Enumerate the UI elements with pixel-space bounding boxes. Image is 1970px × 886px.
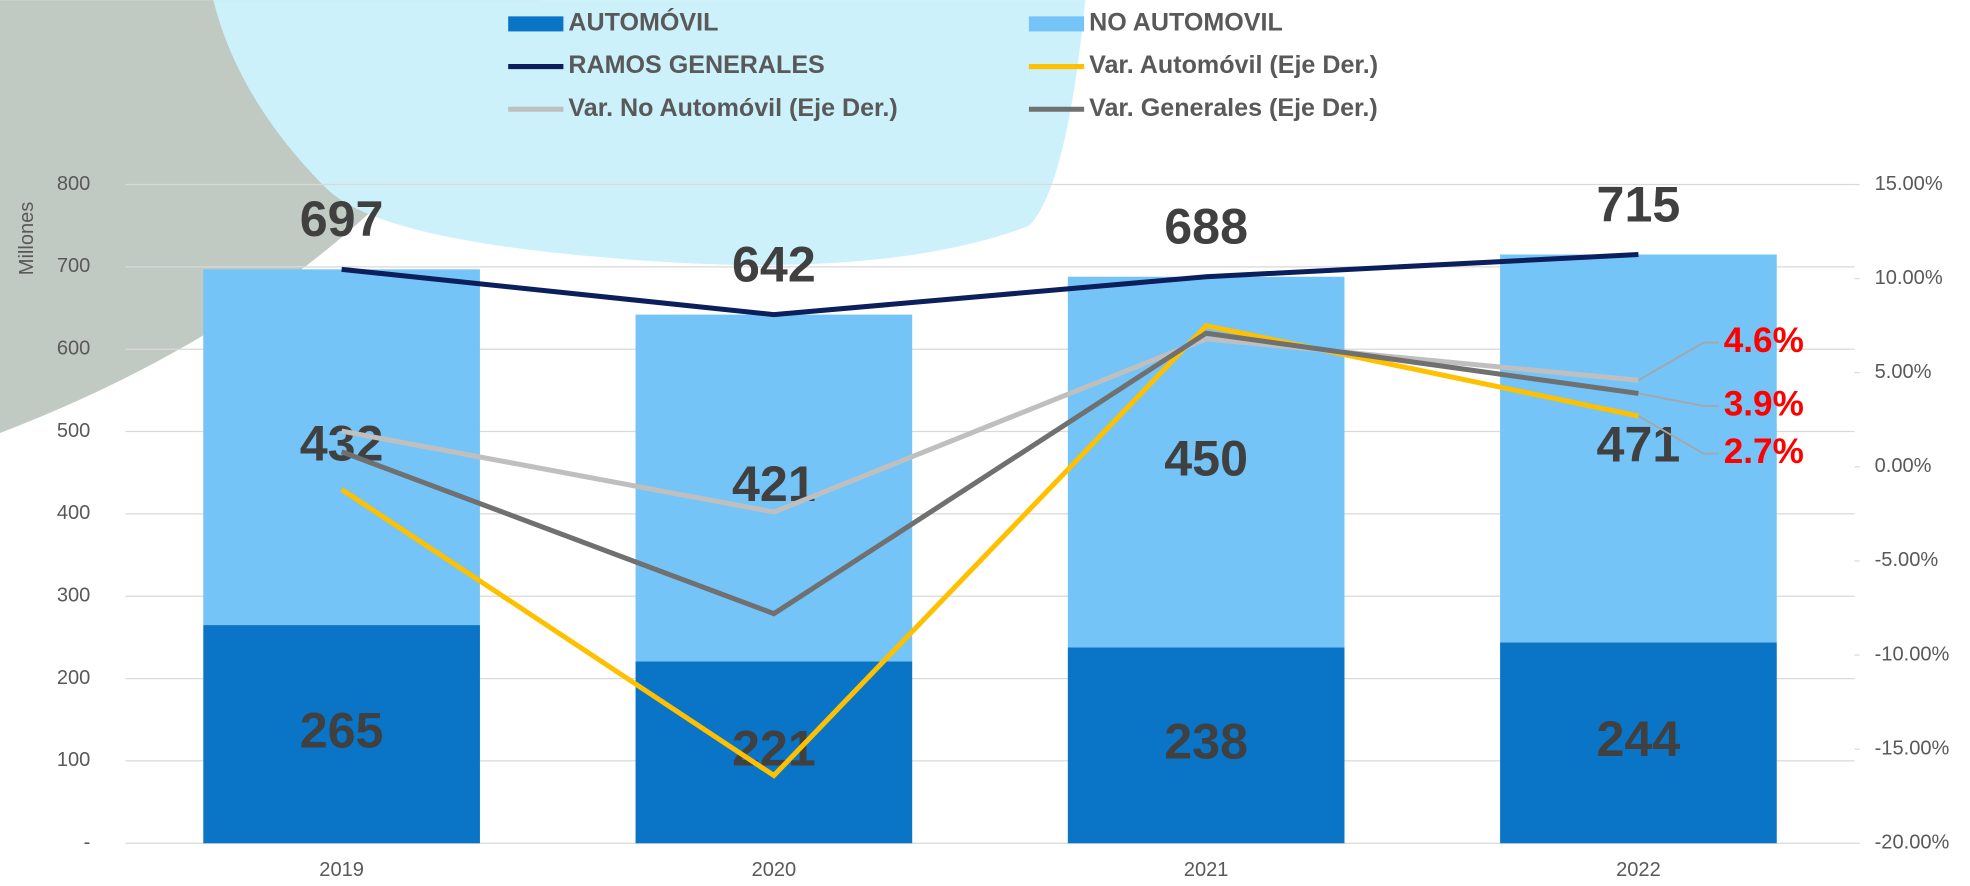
legend-swatch	[508, 16, 563, 31]
y2-tick-label: -15.00%	[1875, 737, 1950, 759]
line	[342, 326, 1639, 776]
bar-value-label: 421	[732, 456, 816, 512]
line-value-label: 642	[732, 236, 816, 292]
legend-swatch	[1029, 16, 1084, 31]
y2-tick-label: 15.00%	[1875, 173, 1943, 195]
legend-label: RAMOS GENERALES	[568, 51, 824, 79]
y2-tick-label: 5.00%	[1875, 361, 1932, 383]
x-tick-label: 2021	[1184, 859, 1229, 881]
line-value-label: 4.6%	[1724, 321, 1804, 360]
y2-tick-label: -5.00%	[1875, 549, 1939, 571]
line	[342, 255, 1639, 315]
y2-tick-label: 10.00%	[1875, 267, 1943, 289]
y-tick-label: 100	[57, 749, 90, 771]
x-tick-label: 2022	[1616, 859, 1661, 881]
y-axis-label: Millones	[16, 202, 38, 276]
y-tick-label: 300	[57, 585, 90, 607]
y-tick-label: -	[84, 832, 91, 854]
y-tick-label: 700	[57, 255, 90, 277]
y-tick-label: 800	[57, 173, 90, 195]
y2-tick-label: -20.00%	[1875, 832, 1950, 854]
line-value-label: 2.7%	[1724, 432, 1804, 471]
legend-label: Var. Automóvil (Eje Der.)	[1089, 51, 1378, 79]
line-value-label: 3.9%	[1724, 384, 1804, 423]
line-value-label: 715	[1597, 176, 1681, 232]
y-tick-label: 200	[57, 667, 90, 689]
line-value-label: 688	[1164, 199, 1248, 255]
line-value-label: 697	[300, 191, 384, 247]
bar-value-label: 265	[300, 702, 384, 758]
y-tick-label: 600	[57, 338, 90, 360]
bar-value-label: 244	[1597, 711, 1681, 767]
bar-value-label: 450	[1164, 430, 1248, 486]
x-tick-label: 2020	[752, 859, 797, 881]
y-tick-label: 400	[57, 502, 90, 524]
y2-tick-label: -10.00%	[1875, 643, 1950, 665]
bar-value-label: 238	[1164, 714, 1248, 770]
legend-label: Var. Generales (Eje Der.)	[1089, 94, 1378, 122]
y2-tick-label: 0.00%	[1875, 455, 1932, 477]
legend-label: NO AUTOMOVIL	[1089, 9, 1283, 37]
y-tick-label: 500	[57, 420, 90, 442]
x-tick-label: 2019	[319, 859, 364, 881]
bar-value-label: 471	[1597, 417, 1681, 473]
legend-label: AUTOMÓVIL	[568, 7, 718, 37]
chart: Millones - 100 200 300 400 500 600 700 800 -20.00…	[0, 0, 1970, 886]
legend-label: Var. No Automóvil (Eje Der.)	[568, 94, 897, 122]
